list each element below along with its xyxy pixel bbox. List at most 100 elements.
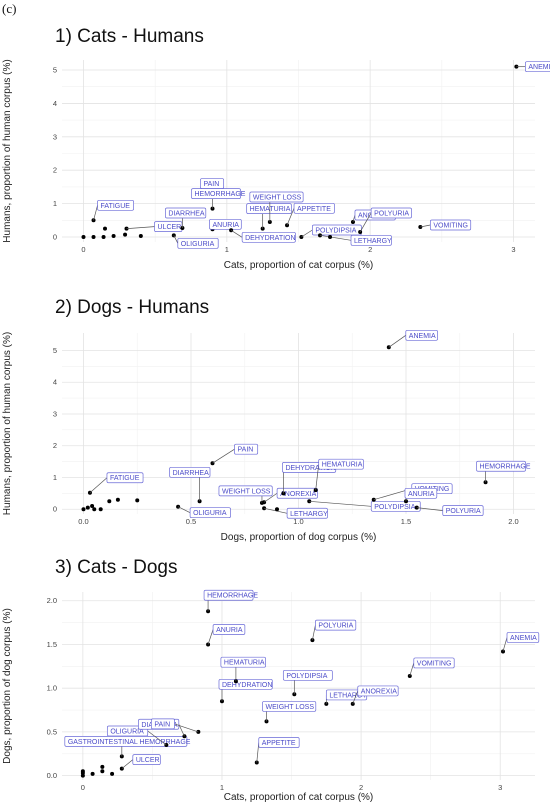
y-tick-label: 0 (53, 505, 57, 514)
point-label-box (191, 188, 241, 199)
point-label-box (241, 231, 296, 243)
data-point (80, 769, 85, 774)
x-tick-label: 2 (368, 245, 372, 254)
panel-cats-dogs: 0 1 2 3 0.0 0.5 1.0 1.5 2.0 3) Cats - Dogs Cats, p… (2, 557, 540, 803)
label-leader-line (264, 507, 288, 514)
data-point (100, 764, 105, 769)
data-point (98, 507, 103, 512)
label-leader-line (126, 226, 155, 229)
point-label-box (476, 460, 526, 472)
point-label: PAIN (203, 181, 219, 188)
data-point (275, 507, 279, 512)
point-label-box (165, 207, 207, 219)
y-tick-label: 4 (53, 99, 57, 108)
point-label: GASTROINTESTINAL HEMORRHAGE (68, 739, 191, 746)
point-label-box (218, 678, 273, 690)
point-label: FATIGUE (101, 203, 131, 210)
label-leader-line (174, 723, 199, 733)
data-point (103, 226, 107, 231)
point-label-box (370, 207, 412, 219)
point-label-box (258, 737, 300, 748)
label-leader-line (312, 625, 316, 641)
point-label-box (132, 754, 161, 765)
point-label-box (442, 505, 484, 516)
x-tick-label: 3 (511, 245, 515, 254)
y-tick-label: 5 (53, 346, 57, 355)
point-label: PAIN (238, 447, 254, 454)
y-tick-label: 5 (53, 66, 57, 75)
label-leader-line (207, 629, 214, 645)
point-label: HEMORRHAGE (195, 191, 246, 198)
point-label-box (429, 219, 472, 231)
y-axis-title: Humans, proportion of human corpus (%) (2, 332, 13, 515)
x-tick-label: 1 (225, 245, 229, 254)
y-tick-label: 0 (53, 232, 57, 241)
data-point (135, 498, 140, 503)
point-label: DIARRHEA (173, 470, 210, 477)
point-label: HEMATURIA (224, 660, 265, 667)
point-label-box (106, 725, 149, 737)
label-leader-line (263, 492, 278, 503)
label-leader-line (301, 229, 313, 238)
point-label: ANEMIA (510, 635, 537, 642)
point-label-box (234, 443, 259, 455)
y-axis-title: Humans, proportion of human corpus (%) (2, 59, 13, 242)
point-label: ULCER (158, 224, 182, 231)
y-tick-label: 3 (53, 132, 57, 141)
point-label-box (177, 237, 219, 249)
point-label: VOMITING (417, 660, 452, 667)
point-label: APPETITE (262, 740, 296, 747)
point-label-box (276, 487, 318, 499)
point-label: VOMITING (433, 222, 468, 229)
label-leader-line (502, 637, 508, 652)
label-leader-line (352, 690, 359, 705)
point-label: ANURIA (213, 222, 240, 229)
point-label-box (357, 685, 399, 697)
point-label: HEMORRHAGE (480, 464, 531, 471)
x-tick-label: 0 (81, 783, 85, 792)
y-tick-label: 2 (53, 441, 57, 450)
label-leader-line (416, 507, 443, 511)
point-label-box (405, 329, 438, 341)
label-leader-line (93, 205, 98, 221)
x-tick-label: 2.0 (508, 517, 518, 526)
point-label: POLYDIPSIA (374, 504, 415, 511)
point-label: ANURIA (216, 627, 243, 634)
panel-cats-humans: 0 1 2 3 0 1 2 3 4 5 1) Cats - Humans Cats, proporti… (2, 26, 550, 271)
point-label: POLYDIPSIA (315, 227, 356, 234)
data-point (85, 505, 90, 510)
point-label-box (318, 458, 364, 470)
x-tick-label: 0.5 (186, 517, 196, 526)
point-label: DEHYDRATION (222, 682, 272, 689)
point-label: WEIGHT LOSS (253, 194, 302, 201)
data-point (138, 233, 143, 238)
label-leader-line (315, 464, 320, 491)
data-point (101, 234, 106, 239)
data-point (92, 507, 97, 512)
y-tick-label: 1.5 (47, 640, 57, 649)
point-label: POLYURIA (318, 623, 353, 630)
point-label-box (189, 507, 231, 519)
data-point (107, 499, 112, 504)
figure-tag: (c) (2, 1, 16, 16)
point-label: OLIGURIA (193, 510, 227, 517)
point-label: ANOREXIA (361, 688, 398, 695)
point-label-box (286, 507, 328, 519)
point-label: POLYURIA (374, 210, 409, 217)
x-axis-title: Dogs, proportion of dog corpus (%) (221, 532, 377, 543)
data-point (111, 233, 116, 238)
point-label-box (64, 736, 188, 747)
label-leader-line (319, 234, 352, 241)
point-label: HEMORRHAGE (207, 593, 258, 600)
data-point (81, 507, 86, 512)
point-label: ANURIA (408, 491, 435, 498)
data-point (81, 234, 86, 239)
y-tick-label: 1 (53, 473, 57, 482)
point-label-box (506, 632, 540, 643)
point-label-box (249, 191, 304, 203)
point-label-box (350, 234, 392, 246)
point-label-box (169, 466, 211, 478)
data-point (328, 234, 333, 239)
point-label: DEHYDRATION (245, 235, 295, 242)
